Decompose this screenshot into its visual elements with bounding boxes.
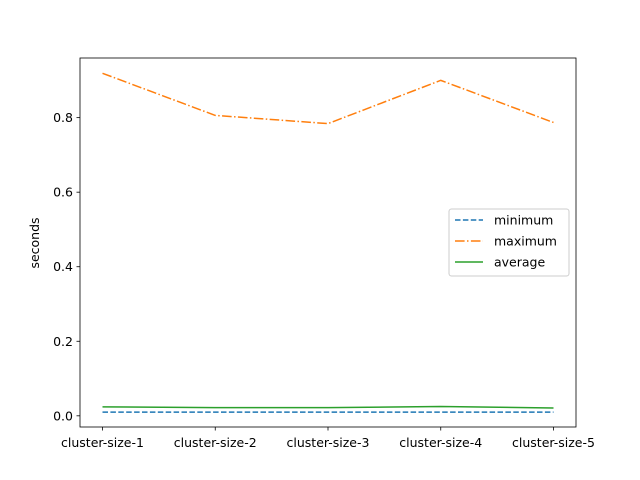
y-axis: 0.0 0.2 0.4 0.6 0.8	[53, 110, 80, 423]
legend-label-maximum: maximum	[494, 234, 557, 249]
x-tick-label: cluster-size-1	[61, 435, 144, 450]
x-tick-label: cluster-size-2	[174, 435, 257, 450]
legend: minimum maximum average	[448, 208, 570, 277]
y-tick-label: 0.4	[53, 259, 73, 274]
x-tick-label: cluster-size-4	[399, 435, 482, 450]
series-line-maximum	[102, 72, 554, 125]
x-tick-label: cluster-size-5	[512, 435, 595, 450]
y-tick-label: 0.6	[53, 185, 73, 200]
y-tick-label: 0.0	[53, 408, 73, 423]
series-lines	[102, 72, 554, 413]
x-axis: cluster-size-1 cluster-size-2 cluster-size…	[61, 427, 595, 450]
y-tick-label: 0.8	[53, 110, 73, 125]
legend-box	[448, 208, 570, 277]
y-axis-label: seconds	[27, 217, 42, 268]
legend-label-minimum: minimum	[494, 213, 553, 228]
y-tick-label: 0.2	[53, 334, 73, 349]
series-line-average	[102, 405, 554, 409]
x-tick-label: cluster-size-3	[287, 435, 370, 450]
legend-label-average: average	[494, 255, 545, 270]
